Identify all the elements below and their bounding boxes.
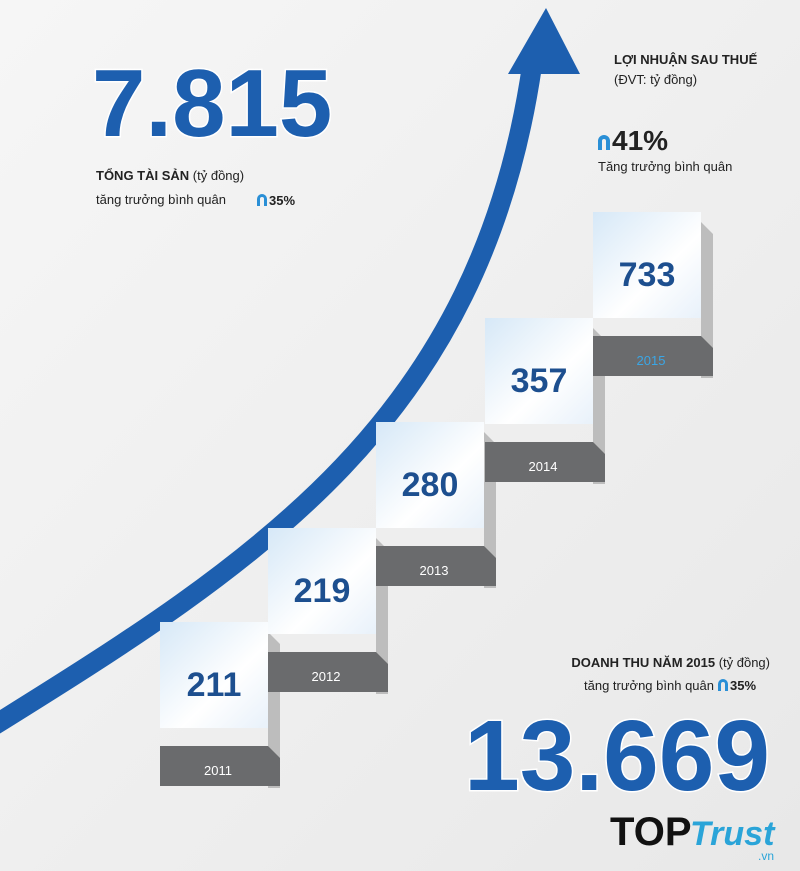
revenue-growth-label: tăng trưởng bình quân (584, 678, 714, 693)
total-assets-growth: 35% (269, 193, 295, 208)
year-bar (593, 336, 713, 376)
year-bar (160, 746, 280, 786)
profit-growth: 41% (612, 125, 668, 156)
logo-trust: Trust (690, 815, 776, 853)
profit-unit: (ĐVT: tỷ đồng) (614, 72, 697, 87)
unit: (tỷ đồng) (193, 168, 244, 183)
step-box (268, 528, 376, 634)
revenue-label: DOANH THU NĂM 2015 (tỷ đồng) (571, 655, 770, 670)
growth-arrow (0, 64, 542, 734)
step-value: 357 (511, 362, 568, 400)
unit: (tỷ đồng) (719, 655, 770, 670)
profit-growth-label: Tăng trưởng bình quân (598, 159, 732, 174)
growth-icon (257, 194, 267, 206)
total-assets-value: 7.815 (92, 50, 332, 157)
step-box (593, 212, 701, 318)
year-bar (485, 442, 605, 482)
step-value: 219 (294, 572, 351, 610)
growth-icon (598, 135, 610, 150)
step-year: 2014 (529, 459, 558, 474)
label: TỔNG TÀI SẢN (96, 168, 189, 183)
profit-title: LỢI NHUẬN SAU THUẾ (614, 52, 758, 67)
step-value: 733 (619, 256, 676, 294)
step-value: 211 (187, 666, 242, 704)
step-box (485, 318, 593, 424)
growth-icon (718, 679, 728, 691)
revenue-growth: 35% (730, 678, 756, 693)
step-year: 2011 (204, 763, 232, 778)
label: DOANH THU NĂM 2015 (571, 655, 715, 670)
year-bar (376, 546, 496, 586)
step-box (160, 622, 268, 728)
step-year: 2013 (420, 563, 449, 578)
total-assets-label: TỔNG TÀI SẢN (tỷ đồng) (96, 168, 244, 183)
arrow-head (508, 8, 580, 74)
step-year: 2012 (312, 669, 341, 684)
step-value: 280 (402, 466, 459, 504)
revenue-value: 13.669 (464, 700, 770, 812)
year-bar (268, 652, 388, 692)
logo-domain: .vn (758, 849, 774, 863)
step-box (376, 422, 484, 528)
logo-top: TOP (610, 810, 692, 854)
total-assets-growth-label: tăng trưởng bình quân (96, 192, 226, 207)
step-year: 2015 (637, 353, 666, 368)
